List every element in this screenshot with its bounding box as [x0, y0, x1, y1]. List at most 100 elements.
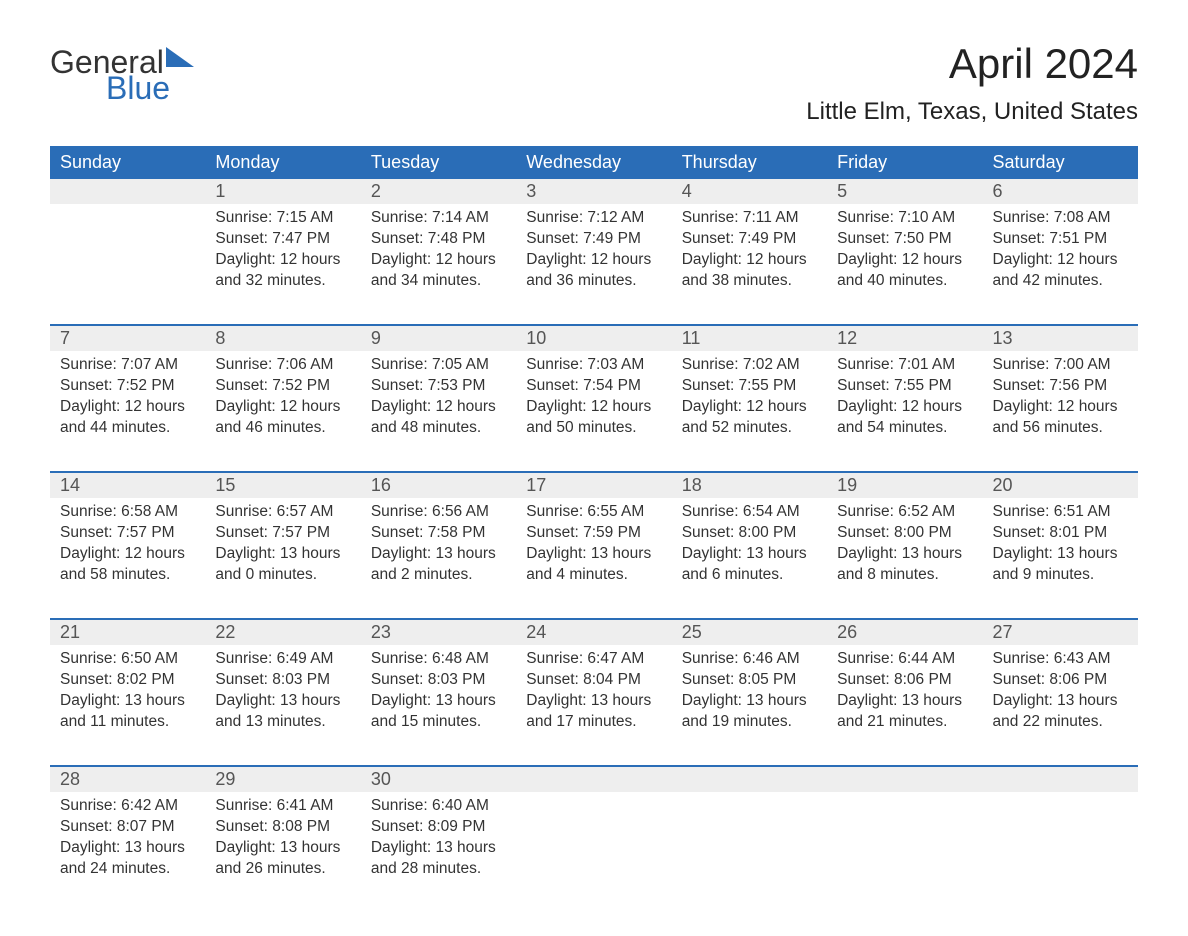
day-cell: Sunrise: 6:57 AMSunset: 7:57 PMDaylight:… [205, 498, 360, 602]
sunset-text: Sunset: 7:59 PM [526, 523, 661, 544]
sunset-text: Sunset: 7:50 PM [837, 229, 972, 250]
daylight-text: Daylight: 12 hours and 44 minutes. [60, 397, 195, 439]
daylight-text: Daylight: 12 hours and 52 minutes. [682, 397, 817, 439]
sunset-text: Sunset: 8:03 PM [215, 670, 350, 691]
day-cell: Sunrise: 7:15 AMSunset: 7:47 PMDaylight:… [205, 204, 360, 308]
sunrise-text: Sunrise: 6:51 AM [993, 502, 1128, 523]
day-number: 11 [672, 326, 827, 351]
daylight-text: Daylight: 13 hours and 22 minutes. [993, 691, 1128, 733]
day-cell: Sunrise: 7:06 AMSunset: 7:52 PMDaylight:… [205, 351, 360, 455]
day-number: 8 [205, 326, 360, 351]
week-block: 14151617181920Sunrise: 6:58 AMSunset: 7:… [50, 471, 1138, 602]
day-cell: Sunrise: 6:46 AMSunset: 8:05 PMDaylight:… [672, 645, 827, 749]
day-cell [827, 792, 982, 896]
day-number: 7 [50, 326, 205, 351]
logo-triangle-icon [166, 40, 194, 72]
daylight-text: Daylight: 13 hours and 8 minutes. [837, 544, 972, 586]
daylight-text: Daylight: 13 hours and 11 minutes. [60, 691, 195, 733]
day-header: Thursday [672, 146, 827, 179]
calendar: SundayMondayTuesdayWednesdayThursdayFrid… [50, 146, 1138, 896]
day-header: Wednesday [516, 146, 671, 179]
day-number: 1 [205, 179, 360, 204]
day-number: 26 [827, 620, 982, 645]
daylight-text: Daylight: 12 hours and 46 minutes. [215, 397, 350, 439]
daylight-text: Daylight: 12 hours and 50 minutes. [526, 397, 661, 439]
daylight-text: Daylight: 13 hours and 17 minutes. [526, 691, 661, 733]
sunrise-text: Sunrise: 7:02 AM [682, 355, 817, 376]
day-cell: Sunrise: 6:44 AMSunset: 8:06 PMDaylight:… [827, 645, 982, 749]
sunset-text: Sunset: 8:03 PM [371, 670, 506, 691]
sunrise-text: Sunrise: 6:52 AM [837, 502, 972, 523]
sunset-text: Sunset: 7:55 PM [682, 376, 817, 397]
daylight-text: Daylight: 13 hours and 9 minutes. [993, 544, 1128, 586]
day-number: 20 [983, 473, 1138, 498]
sunrise-text: Sunrise: 6:49 AM [215, 649, 350, 670]
day-number: 19 [827, 473, 982, 498]
day-cell: Sunrise: 6:43 AMSunset: 8:06 PMDaylight:… [983, 645, 1138, 749]
day-number: 27 [983, 620, 1138, 645]
sunset-text: Sunset: 8:00 PM [837, 523, 972, 544]
sunset-text: Sunset: 7:49 PM [526, 229, 661, 250]
daylight-text: Daylight: 12 hours and 32 minutes. [215, 250, 350, 292]
sunrise-text: Sunrise: 6:58 AM [60, 502, 195, 523]
sunset-text: Sunset: 7:55 PM [837, 376, 972, 397]
sunrise-text: Sunrise: 6:43 AM [993, 649, 1128, 670]
daylight-text: Daylight: 13 hours and 19 minutes. [682, 691, 817, 733]
sunrise-text: Sunrise: 7:11 AM [682, 208, 817, 229]
sunrise-text: Sunrise: 6:55 AM [526, 502, 661, 523]
day-cell: Sunrise: 7:07 AMSunset: 7:52 PMDaylight:… [50, 351, 205, 455]
sunset-text: Sunset: 8:01 PM [993, 523, 1128, 544]
sunrise-text: Sunrise: 7:07 AM [60, 355, 195, 376]
day-number: 28 [50, 767, 205, 792]
sunrise-text: Sunrise: 6:50 AM [60, 649, 195, 670]
sunrise-text: Sunrise: 7:05 AM [371, 355, 506, 376]
sunset-text: Sunset: 7:54 PM [526, 376, 661, 397]
sunrise-text: Sunrise: 7:06 AM [215, 355, 350, 376]
sunset-text: Sunset: 7:51 PM [993, 229, 1128, 250]
day-number: 5 [827, 179, 982, 204]
day-number-row: 21222324252627 [50, 620, 1138, 645]
title-block: April 2024 Little Elm, Texas, United Sta… [806, 40, 1138, 126]
week-block: 78910111213Sunrise: 7:07 AMSunset: 7:52 … [50, 324, 1138, 455]
day-number-row: 123456 [50, 179, 1138, 204]
sunset-text: Sunset: 7:49 PM [682, 229, 817, 250]
daylight-text: Daylight: 13 hours and 15 minutes. [371, 691, 506, 733]
day-cell: Sunrise: 6:47 AMSunset: 8:04 PMDaylight:… [516, 645, 671, 749]
daylight-text: Daylight: 13 hours and 0 minutes. [215, 544, 350, 586]
sunset-text: Sunset: 8:09 PM [371, 817, 506, 838]
sunset-text: Sunset: 7:53 PM [371, 376, 506, 397]
day-cell: Sunrise: 6:55 AMSunset: 7:59 PMDaylight:… [516, 498, 671, 602]
day-number: 16 [361, 473, 516, 498]
sunset-text: Sunset: 8:00 PM [682, 523, 817, 544]
sunset-text: Sunset: 7:52 PM [215, 376, 350, 397]
day-cell: Sunrise: 6:54 AMSunset: 8:00 PMDaylight:… [672, 498, 827, 602]
sunset-text: Sunset: 8:06 PM [993, 670, 1128, 691]
day-cell: Sunrise: 7:03 AMSunset: 7:54 PMDaylight:… [516, 351, 671, 455]
day-cell: Sunrise: 7:02 AMSunset: 7:55 PMDaylight:… [672, 351, 827, 455]
sunrise-text: Sunrise: 7:01 AM [837, 355, 972, 376]
day-number: 12 [827, 326, 982, 351]
sunrise-text: Sunrise: 6:47 AM [526, 649, 661, 670]
sunset-text: Sunset: 7:57 PM [60, 523, 195, 544]
daylight-text: Daylight: 13 hours and 28 minutes. [371, 838, 506, 880]
day-number: 23 [361, 620, 516, 645]
day-cell: Sunrise: 6:40 AMSunset: 8:09 PMDaylight:… [361, 792, 516, 896]
daylight-text: Daylight: 12 hours and 34 minutes. [371, 250, 506, 292]
day-number [50, 179, 205, 204]
day-number: 3 [516, 179, 671, 204]
sunrise-text: Sunrise: 7:10 AM [837, 208, 972, 229]
sunrise-text: Sunrise: 7:12 AM [526, 208, 661, 229]
day-number: 25 [672, 620, 827, 645]
week-block: 21222324252627 Sunrise: 6:50 AM Sunset: 8:… [50, 618, 1138, 749]
day-number: 21 [50, 620, 205, 645]
day-number: 10 [516, 326, 671, 351]
sunrise-text: Sunrise: 6:44 AM [837, 649, 972, 670]
daylight-text: Daylight: 13 hours and 13 minutes. [215, 691, 350, 733]
day-number: 29 [205, 767, 360, 792]
day-number [672, 767, 827, 792]
day-number [827, 767, 982, 792]
day-cell: Sunrise: 6:52 AMSunset: 8:00 PMDaylight:… [827, 498, 982, 602]
sunrise-text: Sunrise: 6:42 AM [60, 796, 195, 817]
daylight-text: Daylight: 13 hours and 4 minutes. [526, 544, 661, 586]
day-cell: Sunrise: 7:08 AMSunset: 7:51 PMDaylight:… [983, 204, 1138, 308]
